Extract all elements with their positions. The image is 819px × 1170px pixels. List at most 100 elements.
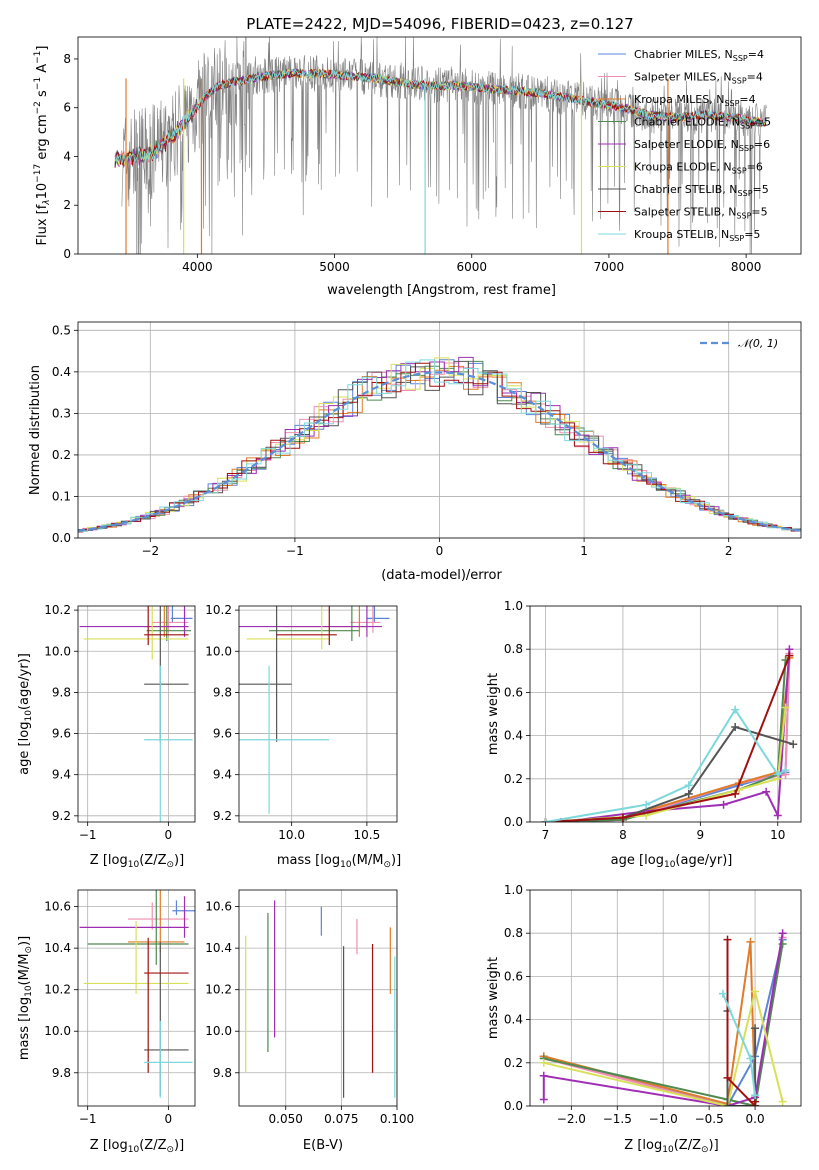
x-tick-label: 0.075 [324, 1112, 358, 1126]
legend-label-sub: SSP [724, 99, 739, 108]
weight_vs_age-frame [529, 605, 802, 823]
mass_vs_EBV-plot-area [239, 890, 397, 1106]
ylabel-part: ] [35, 46, 50, 51]
age_vs_Z-xlabel: Z [log10(Z/Z⊙)] [90, 853, 184, 870]
errorbar-point [79, 896, 189, 938]
weight-marker [642, 800, 651, 809]
y-tick-label: 10.0 [205, 1024, 232, 1038]
weight-marker [731, 722, 740, 731]
x-tick-label: 7000 [594, 260, 625, 274]
errorbar-point [128, 902, 189, 930]
legend-label-base: Salpeter ELODIE, N [634, 138, 739, 151]
legend-label-base: Chabrier STELIB, N [634, 183, 738, 196]
legend-label-sub: SSP [733, 54, 748, 63]
errorbar-point [246, 606, 330, 650]
weight_vs_Z-frame [529, 889, 802, 1107]
errorbar-point [239, 665, 330, 814]
y-tick-label: 0.2 [504, 772, 523, 786]
x-tick-label: −1 [286, 544, 304, 558]
weight_vs_age-axes: 7 8 9 10 0.0 0.2 0.4 0.6 0.8 1.0 age [log10(age/yr… [486, 599, 802, 870]
legend-label-base: Chabrier ELODIE, N [634, 116, 740, 129]
y-tick-label: 0.0 [504, 815, 523, 829]
weight-marker [778, 1097, 787, 1106]
weight-line [560, 649, 791, 822]
residual-histogram [78, 365, 801, 532]
errorbar-point [146, 606, 191, 641]
weight-marker [773, 811, 782, 820]
x-tick-label: 5000 [319, 260, 350, 274]
weight-marker [789, 740, 798, 749]
errorbar-point [87, 890, 189, 965]
legend-label-sub: SSP [732, 167, 747, 176]
errorbar-point [170, 606, 193, 623]
x-tick-label: −2.0 [557, 1112, 586, 1126]
weight-marker [746, 937, 755, 946]
normal-curve [78, 371, 801, 532]
mass_vs_EBV-axes: 0.050 0.075 0.100 9.8 10.0 10.2 10.4 10.6 E(B-V) [205, 889, 414, 1153]
x-tick-label: 6000 [456, 260, 487, 274]
legend-label-base: Salpeter MILES, N [634, 71, 732, 84]
x-tick-label: 0 [165, 1112, 173, 1126]
spectrum-plot-area [114, 37, 767, 254]
x-tick-label: −1.5 [603, 1112, 632, 1126]
weight-marker [618, 813, 627, 822]
weight-line [545, 655, 791, 822]
legend-label: Kroupa STELIB, NSSP=5 [634, 228, 760, 243]
age_vs_Z-frame [77, 605, 196, 823]
legend-label-sub: SSP [740, 122, 755, 131]
x-tick-label: −1 [79, 828, 97, 842]
age_vs_mass-plot-area [239, 606, 397, 822]
legend-label: Chabrier MILES, NSSP=4 [634, 48, 764, 63]
legend-label-tail: =4 [747, 71, 763, 84]
mass_vs_Z-axes: −1 0 9.8 10.0 10.2 10.4 10.6 Z [log10(Z/Z⊙)] mas… [17, 889, 196, 1155]
mass_vs_Z-ylabel: mass [log10(M/M⊙)] [17, 936, 34, 1060]
errorbar-point [239, 606, 382, 637]
legend-label: Chabrier ELODIE, NSSP=5 [634, 116, 771, 131]
x-tick-label: 8 [619, 828, 627, 842]
y-tick-label: 9.2 [213, 809, 232, 823]
y-tick-label: 0.8 [504, 642, 523, 656]
weight-marker [781, 703, 790, 712]
weight-marker [773, 770, 782, 779]
y-tick-label: 0.6 [504, 969, 523, 983]
legend-label-tail: =4 [739, 93, 755, 106]
weight-marker [539, 1071, 548, 1080]
legend-label-sub: SSP [729, 234, 744, 243]
legend-label-sub: SSP [732, 77, 747, 86]
y-tick-label: 10.0 [205, 644, 232, 658]
x-tick-label: 2 [725, 544, 733, 558]
y-tick-label: 10.0 [44, 644, 71, 658]
errorbar-point [144, 665, 193, 822]
errorbar-point [144, 937, 189, 1073]
y-tick-label: 9.4 [52, 768, 71, 782]
ylabel-part: −2 [33, 101, 43, 114]
age_vs_Z-ylabel: age [log10(age/yr)] [17, 653, 34, 775]
y-tick-label: 8 [63, 52, 71, 66]
legend-label-tail: =6 [747, 161, 763, 174]
weight-line [542, 933, 784, 1106]
age_vs_mass-frame [238, 605, 398, 823]
y-tick-label: 2 [63, 198, 71, 212]
weight_vs_age-plot-area [530, 606, 801, 822]
residuals-xlabel: (data-model)/error [381, 568, 502, 583]
residuals-plot-area [78, 322, 801, 538]
y-tick-label: 0.1 [52, 489, 71, 503]
legend-label: Kroupa ELODIE, NSSP=6 [634, 161, 763, 176]
legend-label-sub: SSP [736, 212, 751, 221]
x-tick-label: 0.100 [380, 1112, 414, 1126]
weight-marker [539, 1058, 548, 1067]
y-tick-label: 0.4 [52, 365, 71, 379]
weight-marker [723, 1102, 732, 1106]
legend-label-tail: =6 [754, 138, 770, 151]
errorbar-point [350, 606, 381, 633]
legend-label-sub: SSP [738, 189, 753, 198]
mass_vs_Z-plot-area [78, 890, 195, 1106]
spectrum-axes: 4000 5000 6000 7000 8000 0 2 4 6 8 Chabrier MILES,… [33, 36, 802, 298]
weight-line [545, 657, 791, 822]
y-tick-label: 10.0 [44, 1024, 71, 1038]
legend-label-base: Salpeter STELIB, N [634, 206, 736, 219]
weight_vs_Z-ylabel: mass weight [486, 957, 501, 1039]
mass_vs_Z-frame [77, 889, 196, 1107]
weight-marker [751, 1024, 760, 1033]
weight-marker [785, 651, 794, 660]
